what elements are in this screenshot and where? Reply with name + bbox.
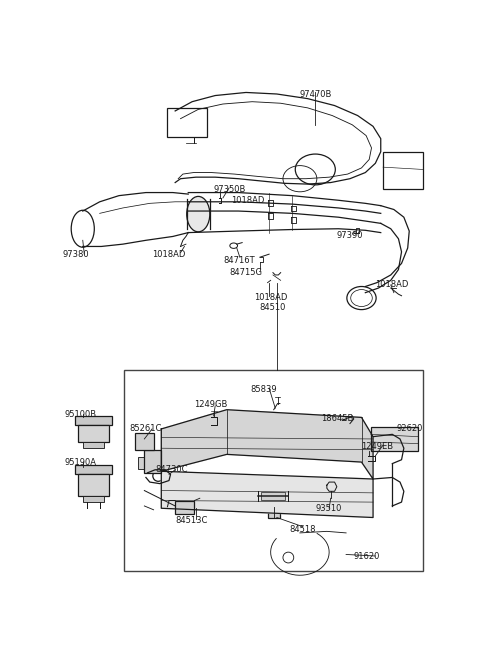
Text: 97390: 97390 bbox=[337, 231, 363, 240]
Text: 91620: 91620 bbox=[354, 552, 380, 561]
Bar bbox=[175, 500, 194, 514]
Text: 1018AD: 1018AD bbox=[152, 250, 185, 259]
Bar bbox=[124, 369, 423, 571]
Bar bbox=[83, 442, 104, 448]
Bar bbox=[75, 465, 112, 474]
Text: 84716T: 84716T bbox=[223, 255, 254, 265]
Bar bbox=[267, 507, 280, 517]
Text: 95190A: 95190A bbox=[64, 458, 96, 467]
Bar bbox=[78, 425, 109, 442]
Text: 97380: 97380 bbox=[63, 250, 89, 259]
Text: 97470B: 97470B bbox=[300, 90, 332, 99]
Text: 85839: 85839 bbox=[251, 385, 277, 394]
Ellipse shape bbox=[187, 196, 210, 232]
Text: 93510: 93510 bbox=[315, 504, 342, 513]
Text: 18645B: 18645B bbox=[322, 413, 354, 422]
Bar bbox=[138, 457, 146, 469]
Bar bbox=[144, 450, 161, 473]
Text: 84715G: 84715G bbox=[229, 268, 262, 277]
Text: 84513C: 84513C bbox=[175, 516, 207, 525]
Bar bbox=[371, 426, 419, 451]
Text: 84510: 84510 bbox=[260, 303, 286, 312]
Text: 1249EB: 1249EB bbox=[361, 442, 394, 451]
Text: 1018AD: 1018AD bbox=[230, 196, 264, 204]
Bar bbox=[383, 152, 423, 189]
Text: 84518: 84518 bbox=[289, 525, 316, 534]
Text: 1249GB: 1249GB bbox=[193, 400, 227, 409]
Text: 92620: 92620 bbox=[397, 424, 423, 432]
Polygon shape bbox=[161, 472, 373, 517]
Text: 95100B: 95100B bbox=[64, 409, 96, 419]
Bar bbox=[262, 492, 285, 500]
Text: 1018AD: 1018AD bbox=[375, 280, 409, 290]
Text: 84730C: 84730C bbox=[155, 465, 188, 474]
Bar bbox=[83, 496, 104, 502]
Text: 1018AD: 1018AD bbox=[254, 293, 287, 302]
Bar bbox=[168, 108, 207, 137]
Bar bbox=[75, 416, 112, 425]
Text: 97350B: 97350B bbox=[214, 185, 246, 194]
Bar bbox=[78, 474, 109, 496]
Text: 85261C: 85261C bbox=[129, 424, 161, 432]
Polygon shape bbox=[161, 409, 373, 479]
Bar bbox=[135, 433, 155, 450]
